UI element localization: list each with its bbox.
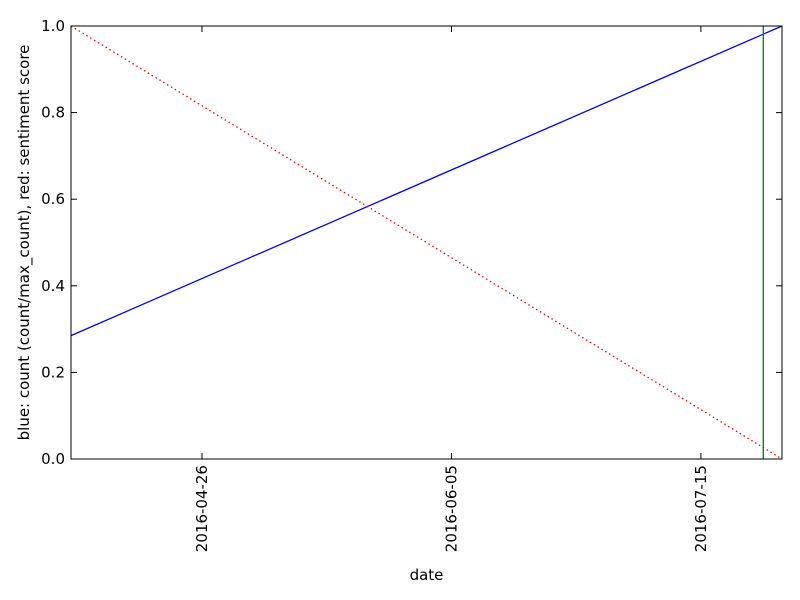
x-tick-label: 2016-06-05 <box>442 465 460 552</box>
plot-area-frame <box>70 25 783 460</box>
y-tick-label: 1.0 <box>41 17 65 35</box>
x-axis-label: date <box>410 566 444 584</box>
tick-layer: 0.0 0.2 0.4 0.6 0.8 1.0 2016-04-26 2016-06-05 20… <box>41 17 782 552</box>
series-line-2 <box>70 25 783 460</box>
x-tick-label: 2016-04-26 <box>193 465 211 552</box>
y-tick-label: 0.8 <box>41 104 65 122</box>
series-line-1 <box>70 25 783 337</box>
y-tick-label: 0.6 <box>41 190 65 208</box>
y-tick-label: 0.2 <box>41 363 65 381</box>
series-layer <box>70 25 783 460</box>
x-tick-label: 2016-07-15 <box>692 465 710 552</box>
y-tick-label: 0.4 <box>41 277 65 295</box>
y-tick-label: 0.0 <box>41 450 65 468</box>
y-axis-label: blue: count (count/max_count), red: sent… <box>15 45 34 441</box>
